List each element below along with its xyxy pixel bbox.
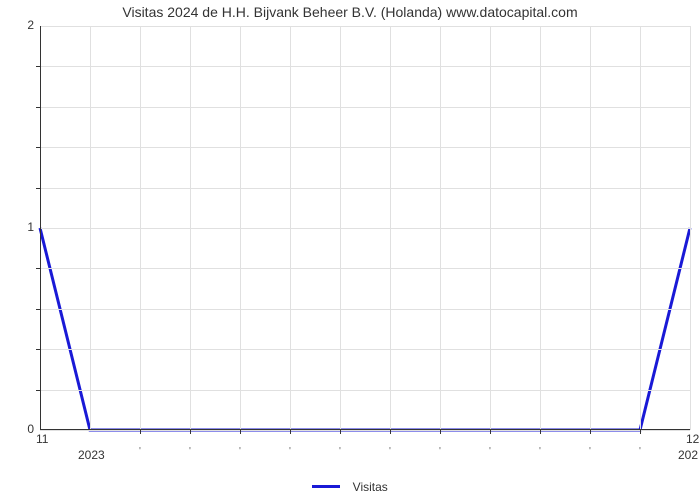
x-minor-tick: [390, 430, 391, 434]
y-minor-tick: [36, 390, 40, 391]
grid-line-horizontal: [40, 228, 690, 229]
x-minor-mark: ': [339, 446, 341, 457]
x-minor-tick: [140, 430, 141, 434]
grid-line-vertical: [690, 26, 691, 430]
y-tick-label: 0: [27, 422, 34, 436]
x-minor-mark: ': [439, 446, 441, 457]
y-axis-line: [40, 26, 41, 430]
legend-label: Visitas: [353, 480, 388, 494]
legend: Visitas: [0, 478, 700, 496]
x-tick-label: 11: [36, 432, 48, 446]
x-minor-tick: [590, 430, 591, 434]
grid-line-horizontal: [40, 268, 690, 269]
x-minor-tick: [440, 430, 441, 434]
x-tick-label: 12: [686, 432, 699, 446]
x-minor-mark: ': [589, 446, 591, 457]
x-minor-mark: ': [189, 446, 191, 457]
y-minor-tick: [36, 309, 40, 310]
grid-line-horizontal: [40, 309, 690, 310]
x-minor-tick: [240, 430, 241, 434]
series-line: [40, 228, 690, 430]
x-minor-mark: ': [139, 446, 141, 457]
x-minor-tick: [490, 430, 491, 434]
x-minor-mark: ': [639, 446, 641, 457]
chart-title: Visitas 2024 de H.H. Bijvank Beheer B.V.…: [0, 4, 700, 20]
grid-line-horizontal: [40, 430, 690, 431]
y-minor-tick: [36, 268, 40, 269]
grid-line-horizontal: [40, 188, 690, 189]
y-minor-tick: [36, 107, 40, 108]
x-minor-mark: ': [389, 446, 391, 457]
x-minor-mark: ': [239, 446, 241, 457]
grid-line-horizontal: [40, 349, 690, 350]
x-minor-mark: ': [489, 446, 491, 457]
chart-container: Visitas 2024 de H.H. Bijvank Beheer B.V.…: [0, 0, 700, 500]
x-minor-mark: ': [289, 446, 291, 457]
grid-line-horizontal: [40, 26, 690, 27]
x-minor-tick: [190, 430, 191, 434]
x-minor-mark: ': [539, 446, 541, 457]
x-minor-tick: [540, 430, 541, 434]
grid-line-horizontal: [40, 66, 690, 67]
y-minor-tick: [36, 147, 40, 148]
grid-line-horizontal: [40, 390, 690, 391]
plot-area: [40, 26, 690, 430]
x-minor-tick: [340, 430, 341, 434]
x-minor-tick: [290, 430, 291, 434]
x-secondary-label: 2023: [78, 448, 105, 462]
y-tick-label: 2: [27, 18, 34, 32]
y-minor-tick: [36, 66, 40, 67]
y-minor-tick: [36, 188, 40, 189]
x-axis-line: [40, 429, 690, 430]
y-minor-tick: [36, 349, 40, 350]
grid-line-horizontal: [40, 107, 690, 108]
legend-swatch: [312, 485, 340, 488]
x-minor-tick: [640, 430, 641, 434]
grid-line-horizontal: [40, 147, 690, 148]
y-tick-label: 1: [27, 220, 34, 234]
x-secondary-label: 202: [678, 448, 698, 462]
